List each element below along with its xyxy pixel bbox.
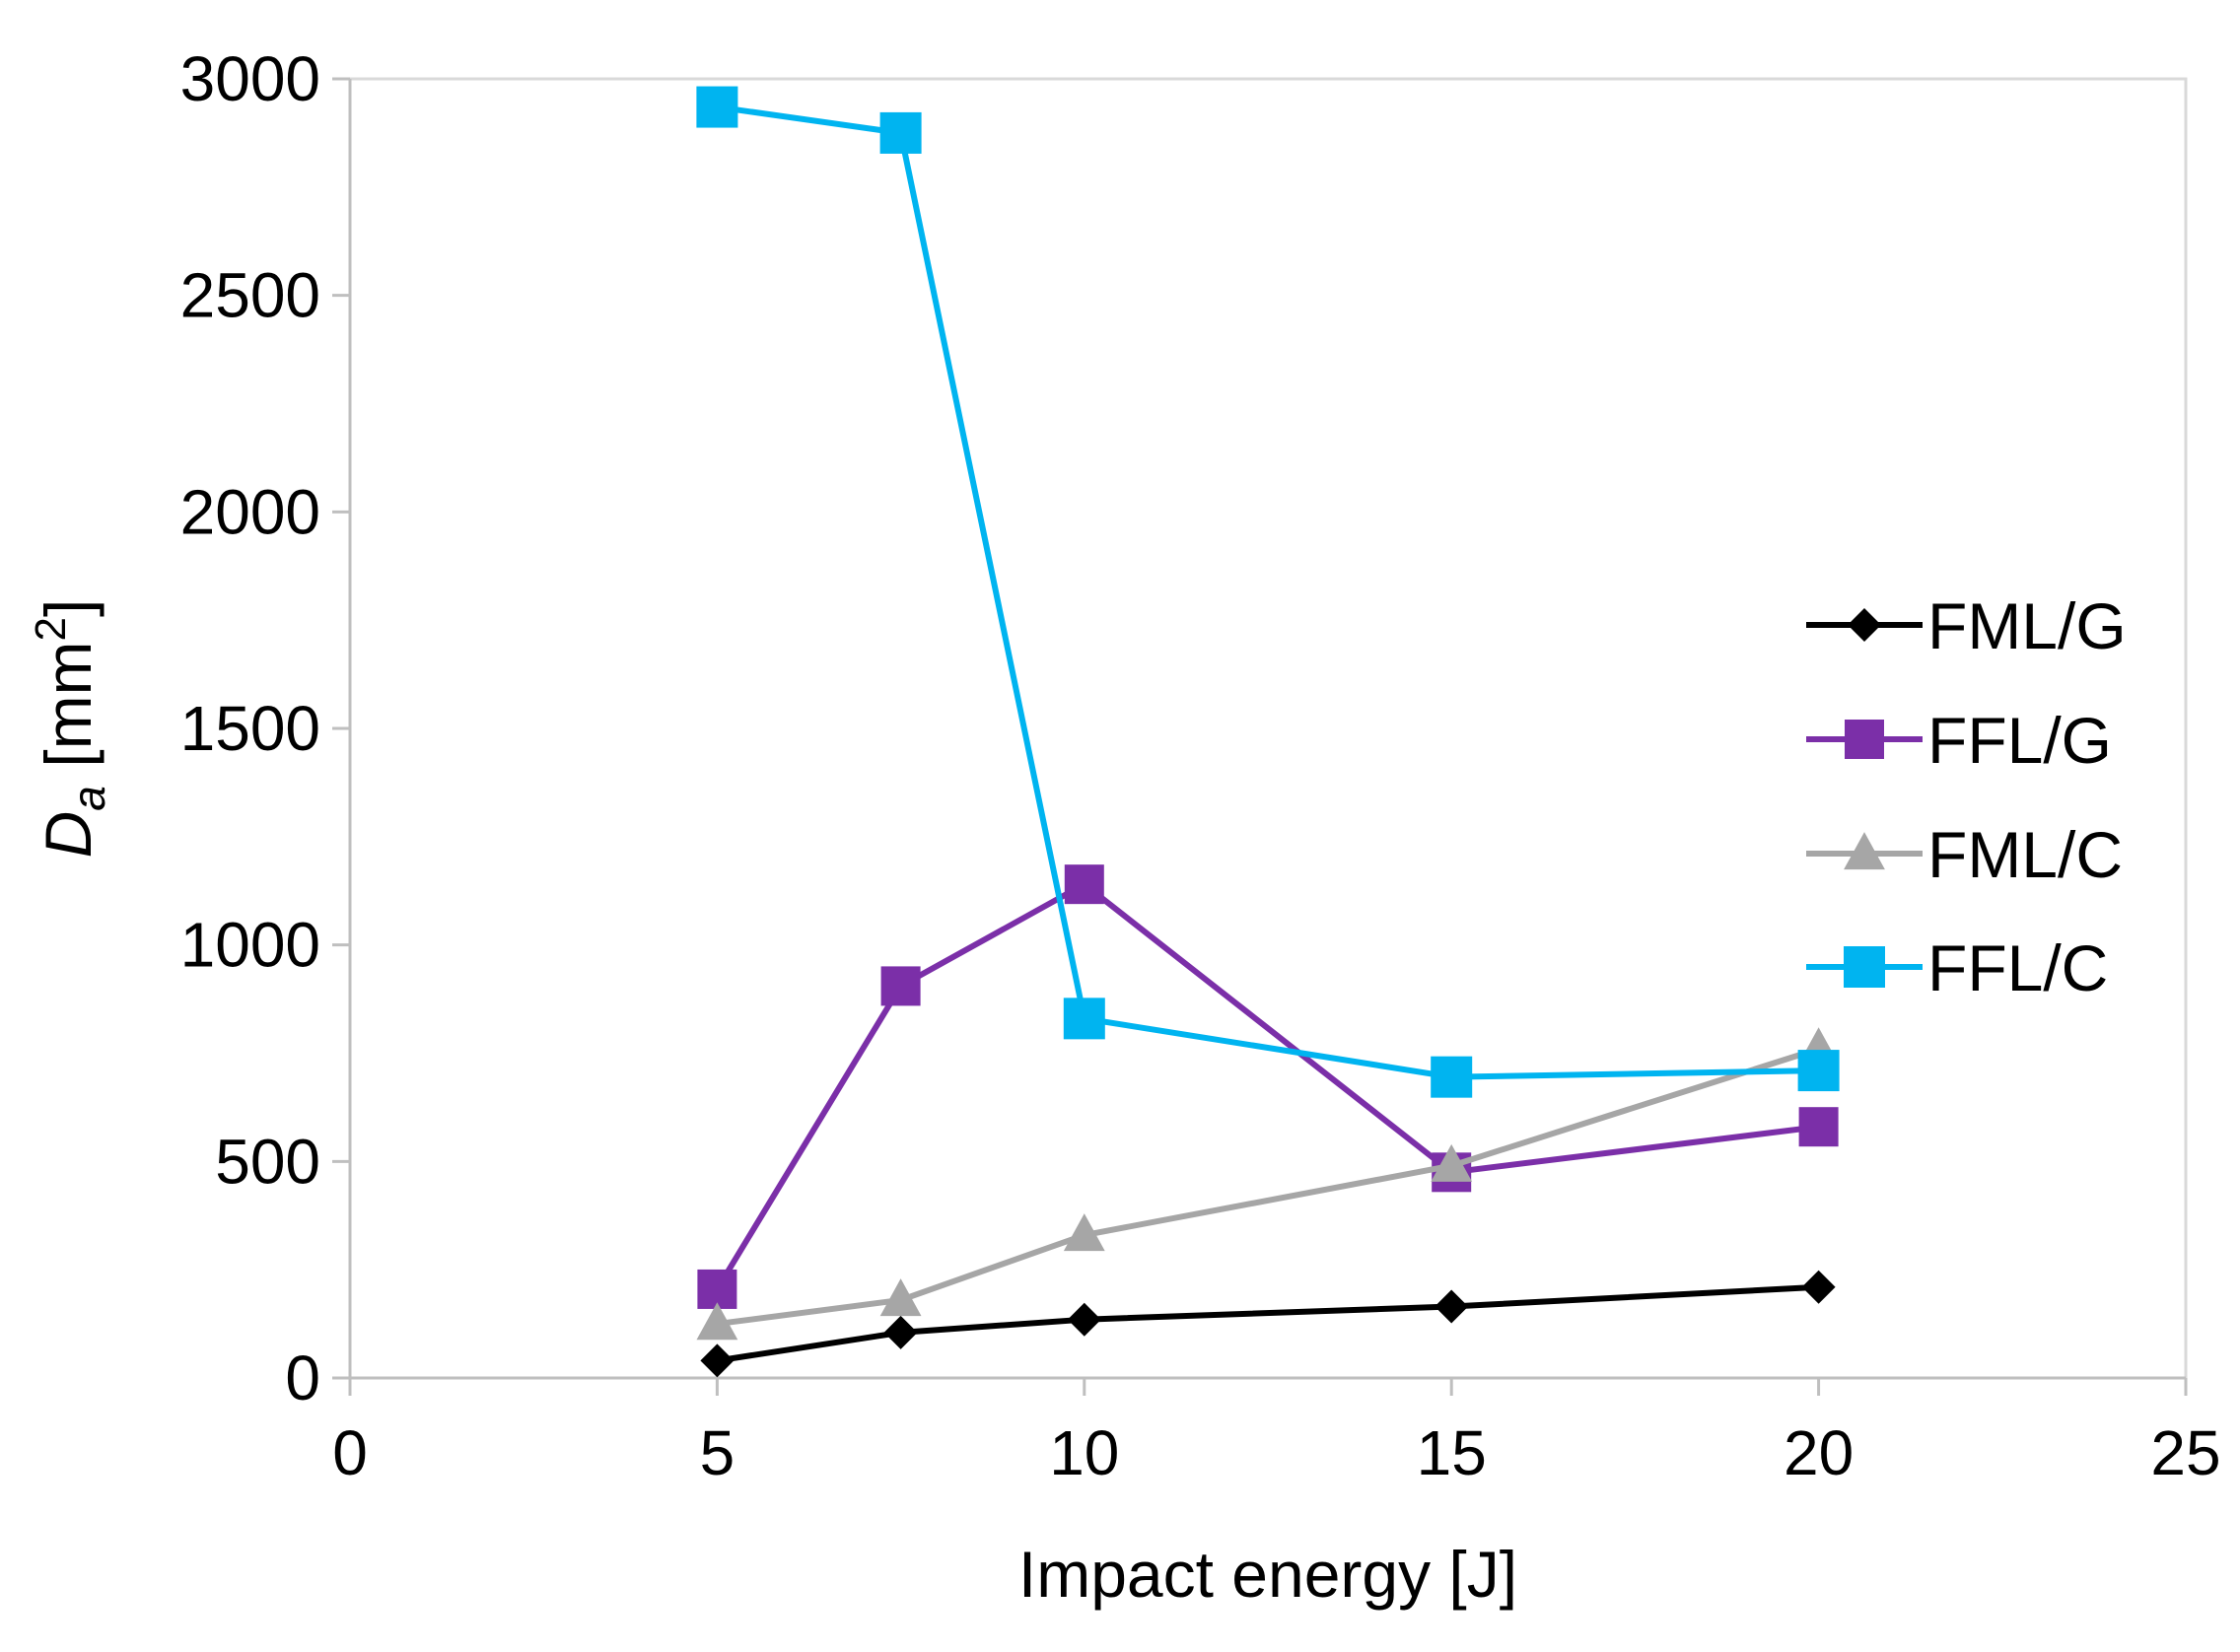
data-point [1801,1270,1836,1304]
data-point [1431,1143,1473,1182]
y-tick-label: 500 [215,1126,320,1197]
y-tick-label: 2000 [180,476,320,547]
y-tick-label: 2500 [180,260,320,331]
legend-swatch-marker [1848,608,1881,642]
data-point [879,111,922,154]
data-point [1063,1213,1105,1252]
x-tick-label: 20 [1784,1417,1854,1488]
y-tick-label: 3000 [180,43,320,114]
axes: 0 5 10 15 20 25 0 500 1000 1500 2000 2500 3000 [180,43,2221,1488]
series-ffl-c [696,86,1840,1098]
x-tick-label: 25 [2150,1417,2220,1488]
data-point [1798,1107,1839,1147]
legend-label: FML/C [1927,818,2123,891]
legend-label: FFL/G [1927,704,2112,777]
y-axis-unit-power: 2 [27,617,75,641]
legend-entry: FFL/C [1806,931,2108,1004]
data-point [880,966,921,1006]
plot-area [348,77,2188,1380]
y-axis-symbol: D [32,811,105,859]
x-tick-label: 10 [1049,1417,1119,1488]
series-fml-c [696,1027,1840,1341]
y-axis-title: Da [mm2] [27,599,114,859]
legend-label: FML/G [1927,589,2127,662]
legend-entry: FFL/G [1806,704,2112,777]
data-point [1067,1302,1101,1337]
series-layer [696,86,1840,1378]
data-point [879,1278,922,1317]
legend-entry: FML/G [1806,589,2127,662]
data-point [1063,998,1105,1040]
data-point [1797,1050,1840,1092]
data-point [696,86,738,128]
data-point [696,1302,738,1341]
y-tick-label: 1000 [180,910,320,981]
y-axis-unit: [mm [32,641,105,786]
x-tick-label: 5 [700,1417,735,1488]
data-point [883,1315,918,1349]
x-tick-label: 15 [1417,1417,1487,1488]
legend-swatch-marker [1844,946,1885,988]
data-point [1431,1056,1473,1098]
data-point [1435,1289,1469,1324]
data-point [700,1343,735,1378]
legend: FML/G FFL/G FML/C FFL/C [1806,589,2127,1004]
y-tick-label: 0 [285,1342,320,1413]
x-axis-title: Impact energy [J] [1018,1538,1517,1611]
series-fml-g [700,1270,1836,1378]
y-tick-label: 1500 [180,693,320,764]
legend-swatch-marker [1844,832,1885,870]
labels: Impact energy [J] Da [mm2] [27,599,1517,1611]
y-axis-subscript: a [63,786,114,811]
x-tick-label: 0 [332,1417,368,1488]
legend-swatch-marker [1845,720,1884,759]
legend-label: FFL/C [1927,931,2108,1004]
data-point [1064,864,1104,905]
legend-entry: FML/C [1806,818,2123,891]
y-axis-unit-close: ] [32,599,105,617]
